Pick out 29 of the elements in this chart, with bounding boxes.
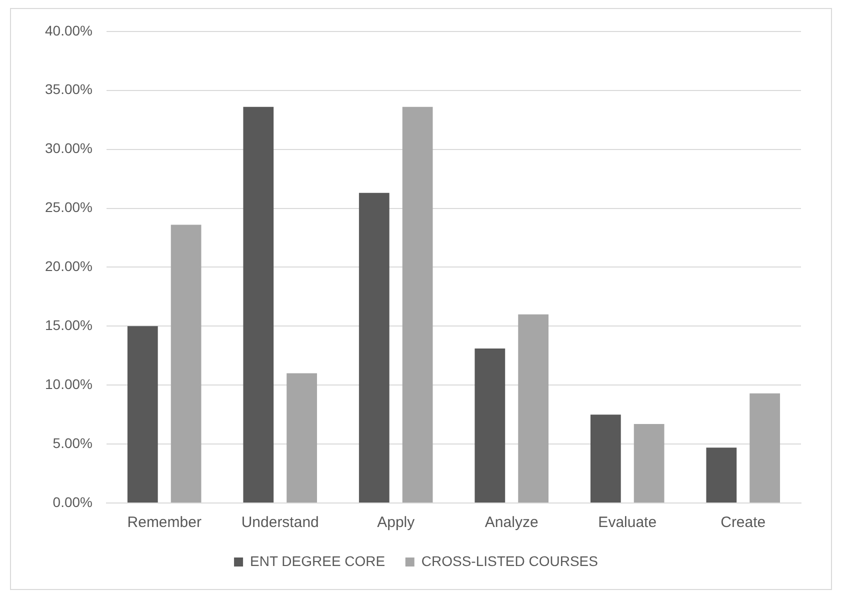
bar [474, 348, 506, 502]
x-tick-label: Evaluate [598, 514, 657, 532]
bar [750, 393, 780, 502]
bar [358, 192, 390, 502]
bar [243, 106, 274, 502]
legend-label: CROSS-LISTED COURSES [421, 552, 598, 569]
x-tick-label: Analyze [484, 514, 538, 532]
y-tick-label: 5.00% [52, 434, 92, 451]
bar [170, 224, 202, 502]
bar [518, 314, 549, 502]
bar [127, 326, 158, 502]
x-tick-label: Understand [241, 514, 319, 532]
y-tick-label: 35.00% [45, 81, 92, 98]
x-tick-label: Apply [377, 514, 416, 532]
bar [706, 448, 737, 502]
bar [590, 414, 621, 502]
y-tick-label: 25.00% [45, 199, 92, 216]
x-tick-label: Remember [127, 514, 202, 532]
y-tick-label: 0.00% [52, 494, 92, 510]
bar [402, 106, 433, 502]
bar [634, 424, 664, 502]
legend-label: ENT DEGREE CORE [250, 552, 386, 569]
y-tick-label: 15.00% [45, 317, 92, 334]
y-tick-label: 20.00% [45, 258, 92, 274]
x-tick-label: Create [720, 514, 766, 532]
y-tick-label: 10.00% [45, 376, 92, 392]
y-tick-label: 40.00% [45, 22, 92, 38]
y-tick-label: 30.00% [45, 140, 92, 156]
bar [286, 373, 318, 502]
